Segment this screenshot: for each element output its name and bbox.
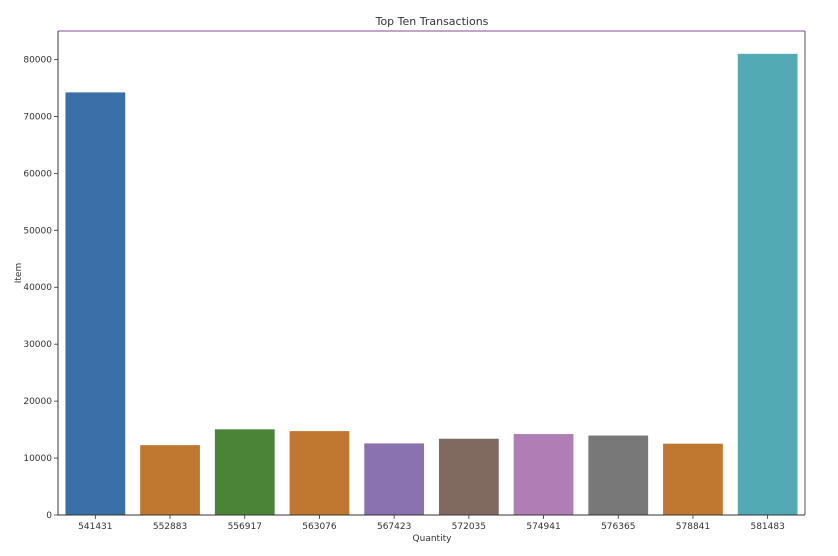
x-tick-label: 567423: [377, 522, 411, 532]
y-tick-label: 40000: [23, 283, 52, 293]
x-tick-label: 572035: [452, 522, 486, 532]
bar-563076: [289, 431, 350, 515]
x-tick-label: 574941: [526, 522, 560, 532]
bar-578841: [663, 443, 723, 515]
x-tick-label: 541431: [78, 522, 112, 532]
x-tick-label: 578841: [676, 522, 710, 532]
bar-581483: [737, 53, 798, 516]
y-tick-label: 20000: [23, 397, 52, 407]
plot-area: [58, 31, 805, 515]
bar-541431: [65, 92, 126, 515]
bar-556917: [214, 429, 275, 515]
y-axis-label: Item: [14, 263, 24, 284]
bar-552883: [140, 445, 200, 515]
y-tick-label: 10000: [23, 454, 52, 464]
y-tick-label: 0: [46, 511, 52, 521]
x-tick-label: 581483: [750, 522, 784, 532]
chart-title: Top Ten Transactions: [375, 15, 489, 28]
bar-576365: [588, 435, 649, 515]
y-axis: 0 10000 20000 30000 40000 50000 60000 70000 8000…: [23, 55, 58, 521]
x-tick-label: 563076: [302, 522, 337, 532]
y-tick-label: 30000: [23, 340, 52, 350]
x-tick-label: 556917: [228, 522, 262, 532]
x-axis-label: Quantity: [413, 534, 453, 544]
bar-574941: [513, 434, 574, 515]
x-axis: 541431 552883 556917 563076 567423 572035 5749…: [78, 515, 785, 532]
bar-572035: [438, 438, 499, 515]
y-tick-label: 50000: [23, 226, 52, 236]
plot-frame: [57, 30, 806, 516]
y-tick-label: 80000: [23, 55, 52, 65]
bar-567423: [364, 443, 425, 515]
x-tick-label: 552883: [153, 522, 187, 532]
bar-series: [65, 53, 798, 516]
x-tick-label: 576365: [601, 522, 635, 532]
y-tick-label: 70000: [23, 112, 52, 122]
y-tick-label: 60000: [23, 169, 52, 179]
